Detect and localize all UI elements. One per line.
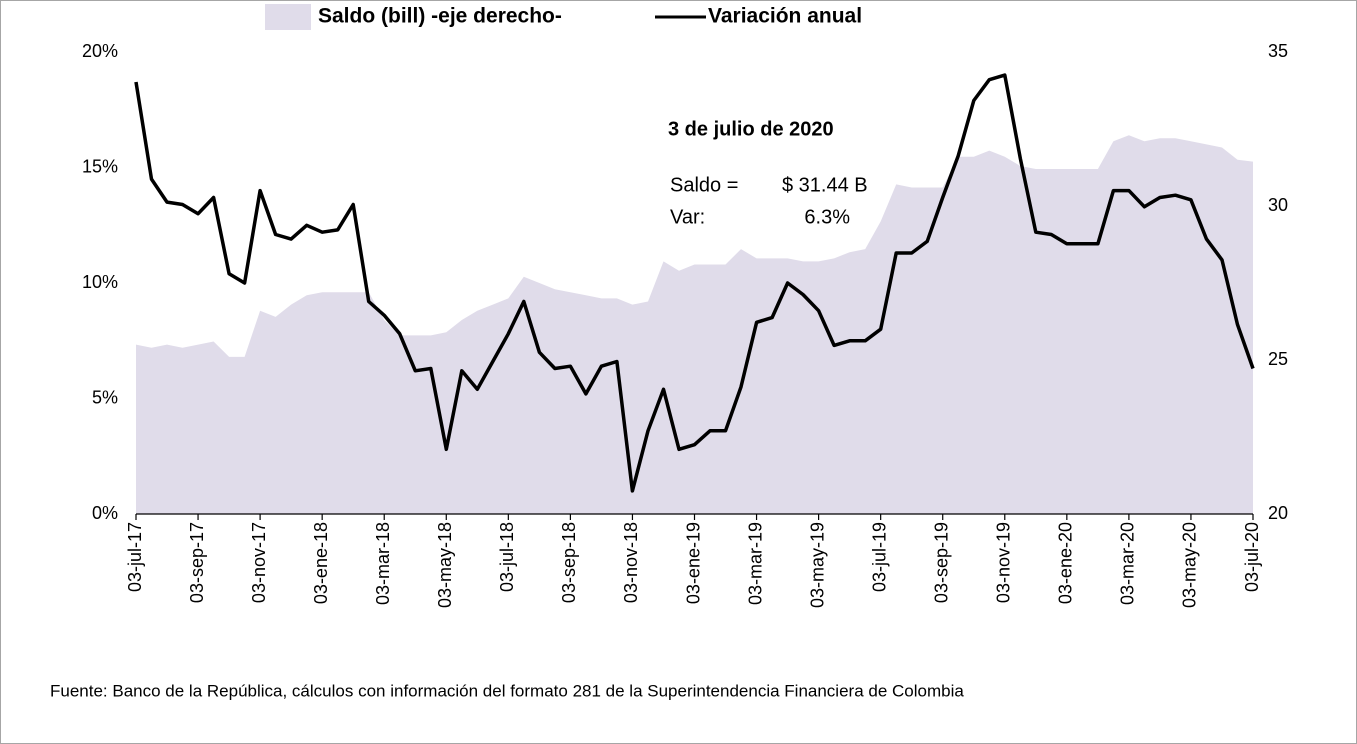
x-tick-label: 03-nov-17 [249, 522, 269, 603]
area [136, 135, 1253, 514]
x-tick-label: 03-mar-20 [1118, 522, 1138, 605]
line [134, 73, 1255, 493]
x-tick-label: 03-jul-17 [125, 522, 145, 592]
x-tick-label: 03-sep-19 [931, 522, 951, 603]
x-tick-label: 03-sep-18 [559, 522, 579, 603]
x-tick-label: 03-sep-17 [187, 522, 207, 603]
x-tick-label: 03-ene-18 [311, 522, 331, 604]
y2-tick-label: 30 [1268, 195, 1288, 215]
annotation: Var: [670, 206, 705, 228]
y-tick-label: 20% [82, 41, 118, 61]
y-tick-label: 15% [82, 156, 118, 176]
legend-label: Saldo (bill) -eje derecho- [318, 5, 562, 28]
x-tick-label: 03-may-18 [435, 522, 455, 608]
legend-label: Variación anual [708, 5, 862, 28]
y-tick-label: 10% [82, 272, 118, 292]
legend-swatch-area [265, 4, 311, 30]
y2-tick-label: 35 [1268, 41, 1288, 61]
source: Fuente: Banco de la República, cálculos … [50, 681, 964, 700]
x-tick-label: 03-ene-20 [1056, 522, 1076, 604]
x-tick-label: 03-jul-18 [497, 522, 517, 592]
x-tick-label: 03-may-19 [807, 522, 827, 608]
y2-tick-label: 20 [1268, 503, 1288, 523]
y2-tick-label: 25 [1268, 349, 1288, 369]
x-tick-label: 03-mar-19 [745, 522, 765, 605]
x-tick-label: 03-mar-18 [373, 522, 393, 605]
plot: 0% 5% 10% 15% 20% 20 25 30 35 03-jul-17 03-sep-17 0… [82, 41, 1288, 608]
annotation: 6.3% [804, 206, 850, 228]
x-tick-label: 03-ene-19 [683, 522, 703, 604]
x-tick-label: 03-may-20 [1180, 522, 1200, 608]
y-tick-label: 5% [92, 387, 118, 407]
x-tick-label: 03-jul-19 [869, 522, 889, 592]
annotation-title: 3 de julio de 2020 [668, 118, 834, 140]
x-tick-label: 03-nov-18 [621, 522, 641, 603]
annotation: $ 31.44 B [782, 174, 868, 196]
x-tick-label: 03-jul-20 [1242, 522, 1262, 592]
y-tick-label: 0% [92, 503, 118, 523]
annotation: Saldo = [670, 174, 738, 196]
x-tick-label: 03-nov-19 [994, 522, 1014, 603]
